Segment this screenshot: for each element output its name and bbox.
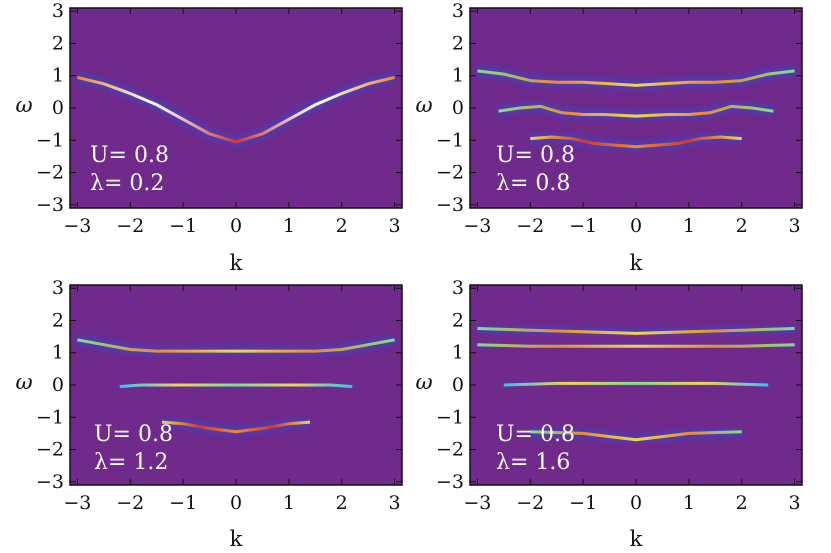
x-tick-label: 2 [336,492,348,514]
x-tick-label: −1 [569,492,597,514]
u-parameter-label: U= 0.8 [496,143,575,168]
spectral-band [119,383,353,389]
x-tick-label: 3 [789,215,801,237]
spectral-bands [476,66,796,152]
spectral-band [161,420,311,434]
u-parameter-label: U= 0.8 [496,422,575,447]
x-tick-label: −3 [463,492,491,514]
panel-1: −3 −2 −1 0 1 2 3 3 2 1 0 −1 −2 −3 U= 0.8 λ= 0.2 k ω [15,0,403,275]
y-tick-label: 0 [52,97,64,119]
y-tick-label: 3 [452,277,464,299]
spectral-band [477,69,795,87]
y-tick-label: 2 [52,32,64,54]
x-tick-label: 1 [283,492,295,514]
lambda-parameter-label: λ= 0.2 [90,171,164,196]
x-tick-label: −1 [169,215,197,237]
panel-2: −3 −2 −1 0 1 2 3 3 2 1 0 −1 −2 −3 U= 0.8 λ= 0.8 k ω [415,0,803,275]
y-tick-label: −1 [436,406,464,428]
x-tick-label: 0 [630,492,642,514]
x-tick-label: 0 [230,492,242,514]
spectral-band [498,104,774,118]
x-tick-label: 3 [389,215,401,237]
y-axis-label: ω [15,370,32,394]
lambda-parameter-label: λ= 1.6 [496,450,570,475]
y-tick-label: 2 [52,309,64,331]
x-tick-label: 3 [389,492,401,514]
y-tick-label: −3 [36,194,64,216]
x-axis-label: k [630,527,643,551]
x-tick-label: −3 [63,215,91,237]
y-tick-label: −3 [36,471,64,493]
ticks: −3 −2 −1 0 1 2 3 3 2 1 0 −1 −2 −3 [436,0,802,237]
y-tick-label: 0 [452,374,464,396]
x-axis-label: k [230,251,243,275]
y-tick-label: 3 [52,277,64,299]
x-tick-label: −2 [116,215,144,237]
panel-3: −3 −2 −1 0 1 2 3 3 2 1 0 −1 −2 −3 U= 0.8 λ= 1.2 k ω [15,277,403,551]
y-tick-label: −2 [436,439,464,461]
y-tick-label: 0 [52,374,64,396]
u-parameter-label: U= 0.8 [90,143,169,168]
x-tick-label: −1 [569,215,597,237]
y-axis-label: ω [415,93,432,117]
spectral-bands [477,324,795,445]
y-tick-label: 3 [52,0,64,22]
y-tick-label: 1 [452,65,464,87]
y-tick-label: −2 [36,439,64,461]
y-tick-label: −1 [436,129,464,151]
x-tick-label: 1 [283,215,295,237]
x-tick-label: −2 [516,492,544,514]
y-tick-label: −1 [36,129,64,151]
y-tick-label: 0 [452,97,464,119]
x-tick-label: 2 [336,215,348,237]
x-tick-label: 2 [736,492,748,514]
spectral-band [77,75,395,144]
spectral-band [530,135,742,149]
spectral-band [77,338,395,353]
x-tick-label: 2 [736,215,748,237]
x-axis-label: k [230,527,243,551]
spectral-band [503,381,769,387]
x-tick-label: −1 [169,492,197,514]
y-tick-label: 1 [452,342,464,364]
y-tick-label: −2 [436,162,464,184]
ticks: −3 −2 −1 0 1 2 3 3 2 1 0 −1 −2 −3 [36,0,402,237]
x-tick-label: −3 [63,492,91,514]
y-tick-label: 3 [452,0,464,22]
x-tick-label: 1 [683,492,695,514]
spectral-band [477,343,795,348]
y-axis-label: ω [415,370,432,394]
spectral-band [530,430,742,442]
y-tick-label: −2 [36,162,64,184]
panel-4: −3 −2 −1 0 1 2 3 3 2 1 0 −1 −2 −3 U= 0.8 λ= 1.6 k ω [415,277,803,551]
y-tick-label: −3 [436,471,464,493]
u-parameter-label: U= 0.8 [94,422,173,447]
x-tick-label: 3 [789,492,801,514]
x-axis-label: k [630,251,643,275]
ticks: −3 −2 −1 0 1 2 3 3 2 1 0 −1 −2 −3 [36,277,402,514]
x-tick-label: 1 [683,215,695,237]
y-axis-label: ω [15,93,32,117]
plot-background [70,8,402,208]
y-tick-label: −3 [436,194,464,216]
y-tick-label: 2 [452,309,464,331]
y-tick-label: 2 [452,32,464,54]
x-tick-label: 0 [230,215,242,237]
x-tick-label: −2 [516,215,544,237]
y-tick-label: 1 [52,342,64,364]
x-tick-label: −3 [463,215,491,237]
x-tick-label: 0 [630,215,642,237]
lambda-parameter-label: λ= 0.8 [496,171,570,196]
lambda-parameter-label: λ= 1.2 [94,450,168,475]
spectral-bands [76,73,396,147]
y-tick-label: −1 [36,406,64,428]
ticks: −3 −2 −1 0 1 2 3 3 2 1 0 −1 −2 −3 [436,277,802,514]
spectral-bands [76,335,396,437]
spectral-band [477,327,795,335]
x-tick-label: −2 [116,492,144,514]
y-tick-label: 1 [52,65,64,87]
